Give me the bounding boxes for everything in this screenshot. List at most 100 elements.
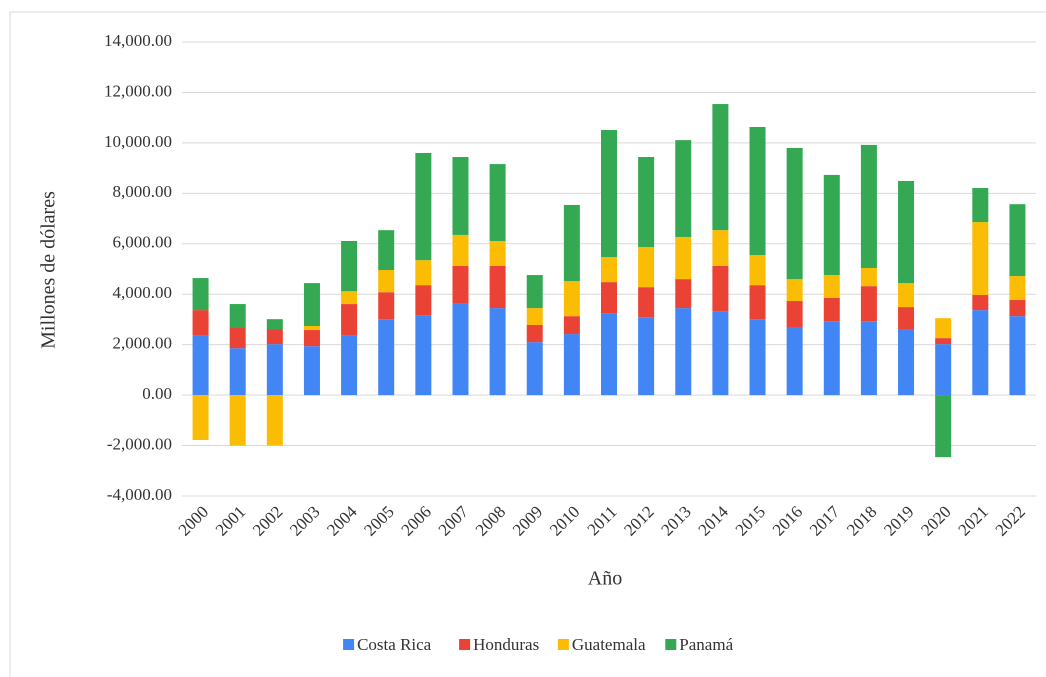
y-tick-label: 14,000.00 [104, 31, 172, 50]
bar-segment [1009, 300, 1026, 317]
bar-segment [860, 267, 877, 287]
bar-segment [786, 279, 803, 302]
bar-segment [303, 346, 320, 396]
bar-segment [786, 301, 803, 328]
bar-segment [489, 164, 506, 242]
bar-segment [415, 260, 432, 286]
bar-segment [489, 308, 506, 396]
bar-segment [712, 230, 729, 266]
bar-segment [378, 230, 395, 271]
x-tick-label: 2002 [249, 502, 286, 539]
bar-segment [1009, 316, 1026, 396]
x-tick-label: 2007 [435, 502, 473, 540]
x-tick-label: 2019 [880, 502, 917, 539]
bar-segment [526, 342, 543, 396]
bar-segment [898, 180, 915, 284]
bar-segment [1009, 204, 1026, 277]
legend-swatch [665, 639, 677, 650]
bar-segment [489, 241, 506, 266]
x-tick-label: 2008 [472, 502, 509, 539]
bar-segment [229, 304, 246, 329]
bar-segment [972, 222, 989, 295]
bar-segment [266, 344, 283, 396]
bar-segment [972, 310, 989, 396]
bar-segment [601, 313, 617, 396]
bar-segment [786, 147, 803, 280]
x-tick-label: 2014 [695, 502, 733, 540]
bar-segment [823, 298, 840, 322]
bar-segment [601, 282, 617, 314]
x-tick-label: 2012 [620, 502, 657, 539]
y-tick-label: -4,000.00 [107, 485, 172, 504]
bar-segment [935, 395, 952, 458]
bar-segment [266, 395, 283, 446]
bar-segment [601, 257, 617, 283]
bar-segment [898, 307, 915, 330]
bar-segment [860, 144, 877, 268]
x-tick-label: 2006 [397, 502, 434, 539]
bar-segment [786, 327, 803, 396]
x-tick-label: 2000 [175, 502, 212, 539]
bar-segment [972, 188, 989, 223]
bar-segment [638, 157, 655, 248]
bar-segment [935, 338, 952, 345]
bar-segment [489, 265, 506, 309]
bar-segment [526, 308, 543, 325]
bar-segment [452, 157, 469, 235]
bar-segment [1009, 276, 1026, 301]
x-tick-label: 2017 [806, 502, 844, 540]
bar-segment [712, 311, 729, 396]
x-tick-label: 2005 [360, 502, 397, 539]
bar-segment [341, 241, 358, 292]
x-tick-label: 2015 [732, 502, 769, 539]
y-tick-label: 10,000.00 [104, 132, 172, 151]
x-tick-label: 2011 [584, 502, 621, 539]
bar-segment [860, 286, 877, 322]
bar-segment [192, 278, 209, 311]
bar-segment [452, 303, 469, 396]
bar-segment [378, 319, 395, 396]
bar-segment [638, 247, 655, 288]
y-tick-label: 6,000.00 [113, 233, 173, 252]
y-tick-label: 12,000.00 [104, 81, 172, 100]
bar-segment [192, 310, 209, 336]
bar-segment [563, 316, 580, 335]
x-tick-label: 2001 [212, 502, 249, 539]
bar-segment [601, 130, 617, 258]
bar-segment [749, 285, 766, 320]
bar-segment [860, 321, 877, 396]
bar-segment [712, 104, 729, 231]
bar-segment [638, 287, 655, 318]
y-axis-label: Millones de dólares [38, 191, 60, 349]
bar-segment [675, 279, 692, 309]
x-tick-label: 2009 [509, 502, 546, 539]
bar-segment [415, 285, 432, 316]
bar-segment [415, 315, 432, 396]
x-tick-label: 2004 [323, 502, 361, 540]
bar-segment [526, 324, 543, 343]
y-tick-label: 0.00 [142, 384, 172, 403]
bar-segment [452, 265, 469, 304]
bar-segment [823, 321, 840, 396]
bar-segment [563, 281, 580, 317]
bar-segment [898, 329, 915, 396]
frame [9, 11, 1046, 677]
bar-segment [415, 152, 432, 261]
bar-segment [749, 319, 766, 396]
legend-swatch [557, 639, 569, 650]
x-tick-label: 2013 [657, 502, 694, 539]
bar-segment [229, 328, 246, 349]
bar-segment [341, 304, 358, 336]
bar-segment [526, 275, 543, 309]
legend-swatch [343, 639, 355, 650]
bar-segment [192, 335, 209, 396]
y-tick-label: 8,000.00 [113, 182, 173, 201]
legend-label: Honduras [473, 635, 539, 654]
bar-segment [452, 234, 469, 266]
x-tick-label: 2003 [286, 502, 323, 539]
bar-segment [935, 344, 952, 396]
x-tick-label: 2016 [769, 502, 806, 539]
legend-label: Guatemala [572, 635, 646, 654]
bar-segment [266, 319, 283, 330]
